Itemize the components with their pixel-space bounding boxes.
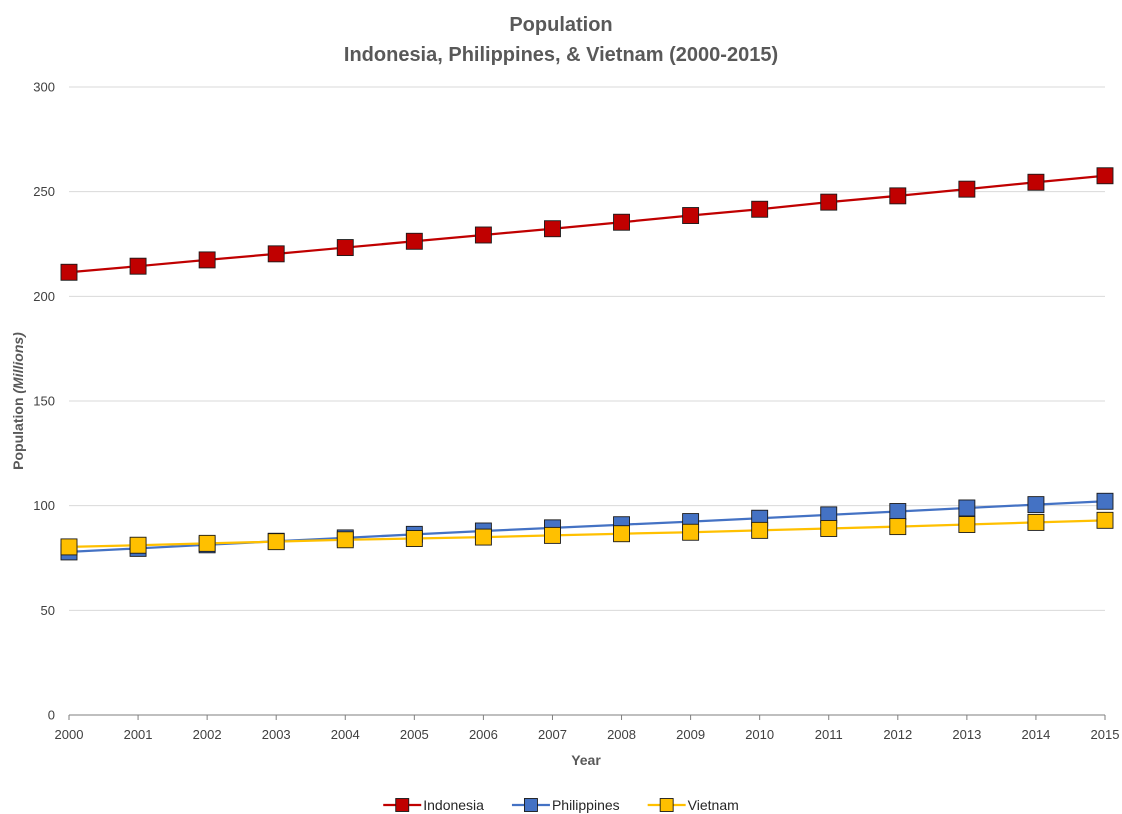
x-tick-label: 2012 [883, 727, 912, 742]
data-point-vietnam [1027, 513, 1045, 531]
data-point-vietnam [544, 526, 561, 544]
x-tick-label: 2003 [262, 727, 291, 742]
y-axis-ticks: 0 50 100 150 200 250 300 [33, 80, 55, 723]
data-point-vietnam [613, 525, 630, 543]
x-tick-label: 2011 [815, 727, 843, 742]
data-point-philippines [889, 503, 907, 520]
legend-item-philippines: Philippines [511, 797, 620, 813]
data-point-indonesia [613, 213, 630, 231]
x-tick-label: 2009 [676, 727, 705, 742]
data-point-vietnam [474, 528, 492, 546]
series-indonesia [60, 167, 1114, 281]
data-point-vietnam [751, 521, 769, 539]
legend-label: Philippines [552, 797, 620, 813]
data-point-indonesia [198, 251, 216, 269]
data-point-indonesia [751, 200, 769, 218]
data-point-indonesia [1096, 167, 1114, 185]
x-tick-label: 2005 [400, 727, 429, 742]
data-point-indonesia [544, 220, 561, 238]
data-point-indonesia [474, 226, 492, 244]
y-tick-label: 0 [48, 708, 55, 723]
series-line-indonesia [68, 174, 1106, 274]
x-tick-label: 2006 [469, 727, 498, 742]
data-point-indonesia [958, 180, 976, 198]
series-line-philippines [68, 500, 1106, 554]
data-point-indonesia [1027, 173, 1045, 191]
data-point-vietnam [198, 534, 216, 552]
legend-marker [523, 798, 538, 812]
x-tick-label: 2001 [124, 727, 153, 742]
x-tick-label: 2014 [1021, 727, 1050, 742]
data-point-indonesia [889, 187, 907, 205]
y-tick-label: 250 [33, 184, 55, 199]
legend-marker [659, 798, 674, 812]
x-axis: 2000 2001 2002 2003 2004 2005 2006 2007 2008 2009… [55, 714, 1120, 742]
data-point-vietnam [60, 538, 78, 556]
legend-label: Indonesia [423, 797, 484, 813]
data-point-vietnam [267, 533, 285, 551]
chart-title: Population [509, 14, 612, 36]
data-point-philippines [1096, 492, 1114, 510]
y-tick-label: 50 [41, 603, 55, 618]
x-tick-label: 2015 [1091, 727, 1120, 742]
y-tick-label: 150 [33, 394, 55, 409]
data-point-vietnam [958, 516, 976, 533]
data-point-philippines [958, 499, 976, 517]
legend-item-vietnam: Vietnam [647, 797, 739, 813]
x-tick-label: 2007 [538, 727, 567, 742]
chart-title-group: Population Indonesia, Philippines, & Vie… [344, 14, 778, 66]
x-tick-label: 2002 [193, 727, 222, 742]
data-point-vietnam [129, 536, 147, 554]
x-tick-label: 2008 [607, 727, 636, 742]
x-axis-label: Year [571, 752, 601, 768]
series-layer [60, 167, 1114, 561]
legend-item-indonesia: Indonesia [383, 797, 484, 813]
data-point-indonesia [820, 193, 838, 211]
y-axis-label: Population (Millions) [10, 332, 26, 470]
x-tick-label: 2013 [952, 727, 981, 742]
chart-subtitle: Indonesia, Philippines, & Vietnam (2000-… [344, 44, 778, 66]
series-line-vietnam [68, 519, 1106, 549]
data-point-indonesia [336, 239, 354, 257]
data-point-vietnam [820, 520, 838, 537]
data-point-philippines [1027, 496, 1045, 514]
legend-marker [395, 798, 410, 812]
legend: Indonesia Philippines Vietnam [383, 797, 739, 813]
x-tick-label: 2010 [745, 727, 774, 742]
data-point-indonesia [682, 207, 700, 224]
data-point-vietnam [889, 518, 907, 536]
y-axis-label-unit: (Millions) [10, 332, 26, 394]
y-tick-label: 300 [33, 80, 55, 95]
x-tick-label: 2004 [331, 727, 360, 742]
data-point-indonesia [60, 263, 78, 281]
data-point-indonesia [129, 257, 147, 275]
y-axis-label-main: Population [10, 394, 26, 470]
gridlines [69, 86, 1105, 611]
data-point-vietnam [405, 530, 423, 547]
data-point-vietnam [1096, 511, 1114, 529]
series-philippines [60, 492, 1114, 561]
data-point-vietnam [682, 523, 700, 541]
legend-label: Vietnam [688, 797, 739, 813]
data-point-vietnam [336, 531, 354, 549]
y-tick-label: 200 [33, 289, 55, 304]
series-vietnam [60, 511, 1114, 556]
x-tick-label: 2000 [55, 727, 84, 742]
data-point-indonesia [405, 232, 423, 250]
y-tick-label: 100 [33, 498, 55, 513]
data-point-indonesia [267, 245, 285, 263]
